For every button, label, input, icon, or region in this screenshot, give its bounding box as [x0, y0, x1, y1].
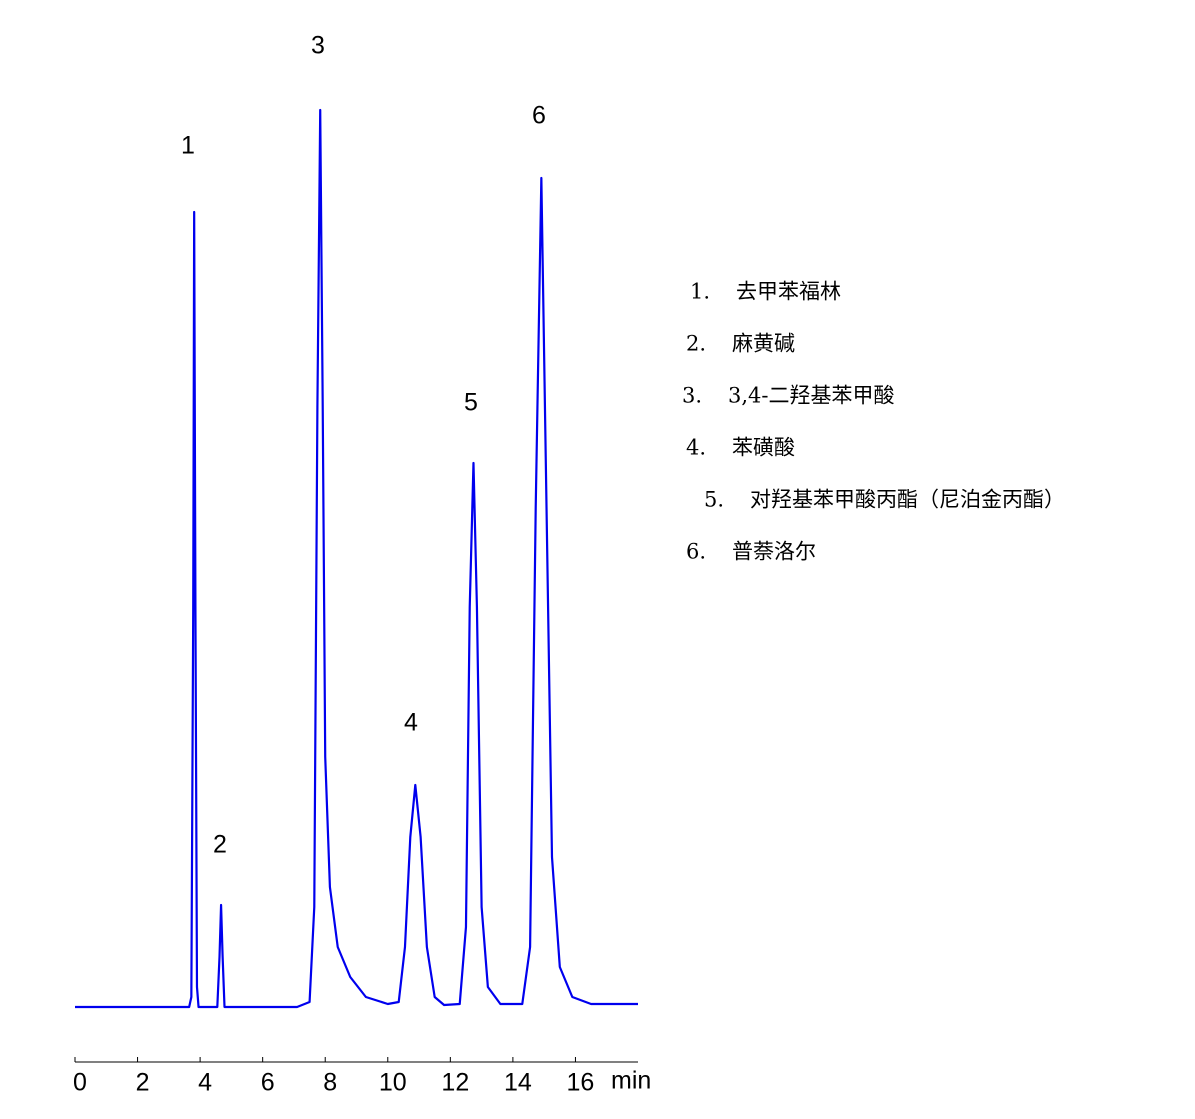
peak-label: 4: [404, 709, 418, 737]
x-tick-label: 14: [504, 1069, 532, 1097]
legend-number: 3.: [682, 384, 702, 408]
legend-name: 对羟基苯甲酸丙酯（尼泊金丙酯）: [750, 488, 1065, 512]
x-tick-label: 16: [567, 1069, 595, 1097]
x-tick-label: 0: [73, 1069, 87, 1097]
legend-number: 6.: [686, 540, 706, 564]
peak-label: 2: [213, 831, 227, 859]
chromatogram-trace: [75, 108, 638, 1009]
legend-name: 3,4-二羟基苯甲酸: [728, 384, 895, 408]
legend-number: 2.: [686, 332, 706, 356]
legend-number: 1.: [690, 280, 710, 304]
peak-label: 1: [181, 132, 195, 160]
x-tick-label: 2: [136, 1069, 150, 1097]
legend-number: 4.: [686, 436, 706, 460]
legend-number: 5.: [704, 488, 724, 512]
x-axis-label: min: [611, 1067, 651, 1095]
x-tick-label: 12: [441, 1069, 469, 1097]
x-tick-label: 8: [323, 1069, 337, 1097]
legend-name: 麻黄碱: [732, 332, 795, 356]
peak-label: 6: [532, 102, 546, 130]
x-tick-label: 4: [198, 1069, 212, 1097]
legend-name: 去甲苯福林: [736, 280, 841, 304]
peak-label: 5: [464, 389, 478, 417]
legend-name: 苯磺酸: [732, 436, 795, 460]
x-tick-label: 10: [379, 1069, 407, 1097]
x-tick-label: 6: [261, 1069, 275, 1097]
peak-label: 3: [311, 32, 325, 60]
legend-name: 普萘洛尔: [732, 540, 816, 564]
